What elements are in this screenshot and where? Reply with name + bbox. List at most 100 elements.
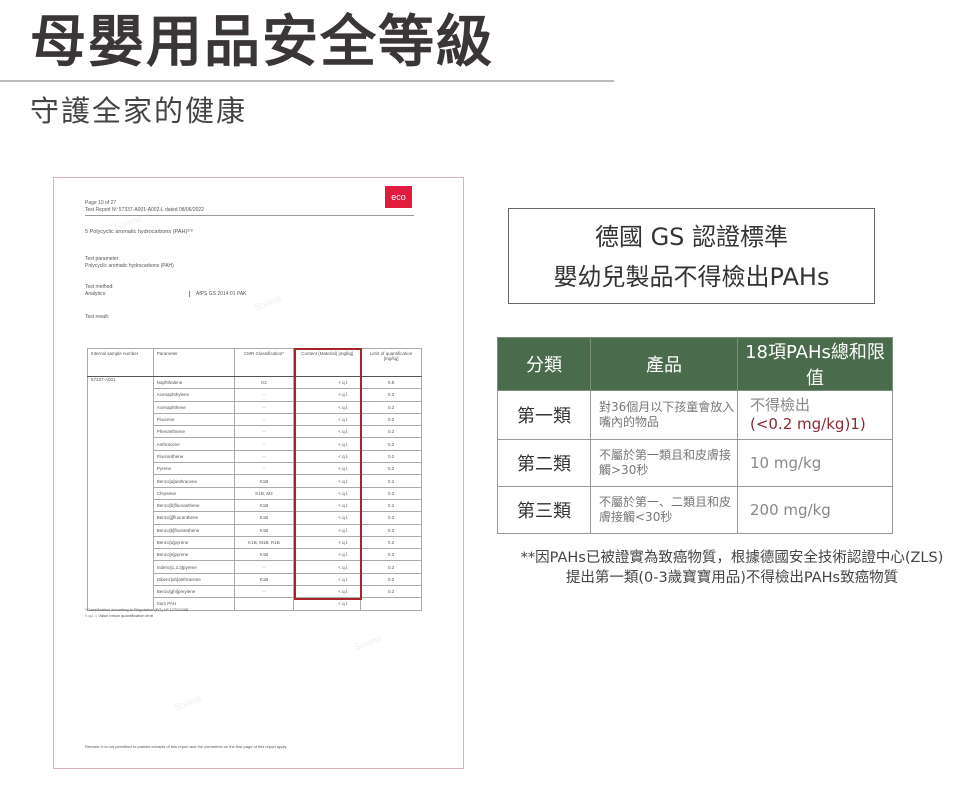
table-row: Acenaphthylene - < q.l. 0.2 <box>88 388 422 402</box>
limit-text: 不得檢出 <box>750 396 811 414</box>
table-row: 第二類 不屬於第一類且和皮膚接觸>30秒 10 mg/kg <box>497 439 893 487</box>
table-row: Benzo[a]pyrene K1B, M1B, R1B < q.l. 0.2 <box>88 535 422 550</box>
parameter: Dibenz[ah]anthracene <box>152 572 235 587</box>
label: Analytics: <box>85 291 107 297</box>
watermark: Sonmil <box>253 293 283 313</box>
parameter: Phenanthrene <box>152 425 235 439</box>
cmr-classification: - <box>233 412 295 427</box>
parameter: Chrysene <box>152 486 235 500</box>
test-report-image: Sonmil Sonmil Sonmil Sonmil eco Page 10 … <box>53 177 464 769</box>
cmr-classification: - <box>233 388 295 402</box>
limit: 0.2 <box>360 425 422 439</box>
parameter: Naphthalene <box>152 375 235 390</box>
limit: 0.2 <box>360 523 422 537</box>
table-row: Benzo[e]pyrene K1B < q.l. 0.2 <box>88 548 422 562</box>
cmr-classification: K1B, M2 <box>233 486 295 500</box>
limit: 0.2 <box>360 535 422 550</box>
note-line2: 提出第一類(0-3歲寶寶用品)不得檢出PAHs致癌物質 <box>565 570 899 586</box>
limit: 0.2 <box>360 449 422 464</box>
cmr-classification: K1B <box>233 474 295 488</box>
page-title: 母嬰用品安全等級 <box>30 10 494 75</box>
limit: 0.2 <box>360 548 422 562</box>
cmr-classification: - <box>233 437 295 451</box>
parameter: Benzo[e]pyrene <box>152 548 235 562</box>
table-row: Benzo[a]anthracene K1B < q.l. 0.2 <box>88 474 422 488</box>
footnote: < q.l. = Value below quantification limi… <box>85 613 153 618</box>
gs-line2: 嬰幼兒製品不得檢出PAHs <box>553 263 830 291</box>
column-header: 產品 <box>590 337 738 391</box>
product: 不屬於第一類且和皮膚接觸>30秒 <box>590 439 738 487</box>
limit: 0.2 <box>360 412 422 427</box>
remark: Remark: It is not permitted to publish e… <box>85 744 288 749</box>
cmr-classification <box>233 597 295 611</box>
classification-table: 分類 產品 18項PAHs總和限值 第一類 對36個月以下孩童會放入嘴內的物品 … <box>497 337 893 534</box>
page-number: Page 10 of 27 <box>85 200 117 206</box>
table-row: Fluoranthene - < q.l. 0.2 <box>88 449 422 464</box>
parameter: Benzo[a]anthracene <box>152 474 235 488</box>
limit <box>360 597 422 611</box>
parameter: Fluoranthene <box>152 449 235 464</box>
watermark: Sonmil <box>353 633 383 653</box>
table-row: Indeno[1,2,3]pyrene - < q.l. 0.2 <box>88 560 422 574</box>
parameter: Benzo[j]fluoranthene <box>152 511 235 525</box>
cmr-classification: - <box>233 400 295 414</box>
product: 不屬於第一、二類且和皮膚接觸<30秒 <box>590 486 738 534</box>
limit: 0.2 <box>360 437 422 451</box>
limit: 0.2 <box>360 474 422 488</box>
cmr-classification: - <box>233 585 295 599</box>
limit: 0.2 <box>360 486 422 500</box>
parameter: Pyrene <box>152 462 235 476</box>
cmr-classification: K1B <box>233 523 295 537</box>
column-header: Limit of quantification [mg/kg] <box>360 348 422 377</box>
table-row: Benzo[b]fluoranthene K1B < q.l. 0.2 <box>88 498 422 513</box>
product: 對36個月以下孩童會放入嘴內的物品 <box>590 390 738 440</box>
cmr-classification: K1B <box>233 548 295 562</box>
column-header: 分類 <box>497 337 591 391</box>
limit: 0.2 <box>360 511 422 525</box>
cmr-classification: K1B <box>233 572 295 587</box>
label: Test result: <box>85 314 110 320</box>
table-row: Pyrene - < q.l. 0.2 <box>88 462 422 476</box>
pah-results-table: Internal sample number Parameter CMR-Cla… <box>87 348 422 611</box>
cmr-classification: K1B <box>233 511 295 525</box>
category: 第二類 <box>497 439 591 487</box>
column-header: Internal sample number <box>87 348 154 377</box>
limit: 0.2 <box>360 585 422 599</box>
footnote: *Classification according to Regulation … <box>85 607 189 612</box>
value: AfPS GS 2014:01 PAK <box>189 291 247 297</box>
limit: 0.2 <box>360 560 422 574</box>
cmr-classification: - <box>233 560 295 574</box>
cmr-classification: K2 <box>233 375 295 390</box>
highlight-box <box>294 348 362 600</box>
column-header: Parameter <box>152 348 235 377</box>
table-row: 第三類 不屬於第一、二類且和皮膚接觸<30秒 200 mg/kg <box>497 486 893 534</box>
page-subtitle: 守護全家的健康 <box>30 94 248 128</box>
cmr-classification: - <box>233 425 295 439</box>
table-row: Phenanthrene - < q.l. 0.2 <box>88 425 422 439</box>
table-row: 第一類 對36個月以下孩童會放入嘴內的物品 不得檢出 (<0.2 mg/kg)1) <box>497 390 893 440</box>
table-row: 57337-A001 Naphthalene K2 < q.l. 0.5 <box>87 375 422 611</box>
category: 第一類 <box>497 390 591 440</box>
limit: 0.2 <box>360 498 422 513</box>
cmr-classification: K1B <box>233 498 295 513</box>
table-row: Anthracene - < q.l. 0.2 <box>88 437 422 451</box>
column-header: CMR-Classification* <box>233 348 295 377</box>
table-row: Benzo[ghi]perylene - < q.l. 0.2 <box>88 585 422 599</box>
label: Test parameter: <box>85 256 120 262</box>
parameter: Anthracene <box>152 437 235 451</box>
limit: 0.2 <box>360 388 422 402</box>
gs-standard-box: 德國 GS 認證標準 嬰幼兒製品不得檢出PAHs <box>508 208 875 304</box>
value: Polycyclic aromatic hydrocarbons (PAH) <box>85 263 174 269</box>
cmr-classification: - <box>233 462 295 476</box>
parameter: Sum PAH <box>152 597 235 611</box>
table-row: Dibenz[ah]anthracene K1B < q.l. 0.2 <box>88 572 422 587</box>
category: 第三類 <box>497 486 591 534</box>
footnote: **因PAHs已被證實為致癌物質，根據德國安全技術認證中心(ZLS) 提出第一類… <box>497 548 960 588</box>
table-row: Benzo[k]fluoranthene K1B < q.l. 0.2 <box>88 523 422 537</box>
limit: 0.2 <box>360 572 422 587</box>
cmr-classification: K1B, M1B, R1B <box>233 535 295 550</box>
label: Test method: <box>85 284 114 290</box>
parameter: Indeno[1,2,3]pyrene <box>152 560 235 574</box>
limit: 0.5 <box>360 375 422 390</box>
parameter: Benzo[k]fluoranthene <box>152 523 235 537</box>
